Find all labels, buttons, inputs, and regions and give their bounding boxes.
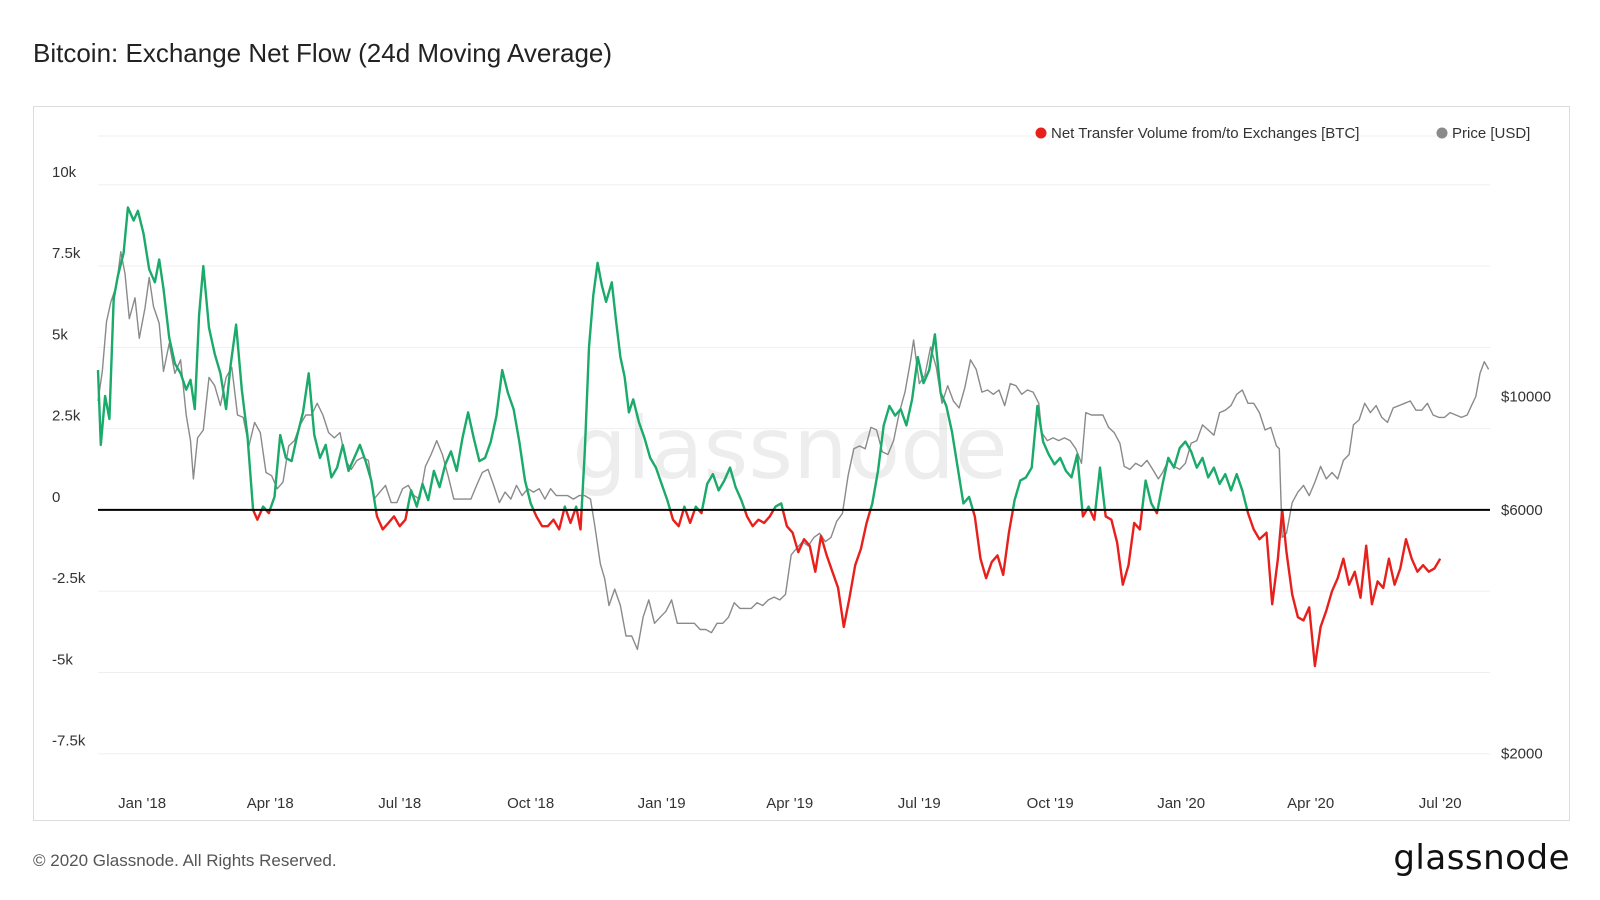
legend-price-label: Price [USD] <box>1452 125 1530 142</box>
right-tick-label: $6000 <box>1501 502 1543 519</box>
legend-item-net-flow[interactable]: Net Transfer Volume from/to Exchanges [B… <box>1035 125 1360 142</box>
net-flow-series <box>96 206 1442 668</box>
net-flow-negative-segment <box>669 509 685 528</box>
footer-logo[interactable]: glassnode <box>1393 838 1570 878</box>
left-tick-label: 5k <box>52 326 68 343</box>
net-flow-negative-segment <box>1153 509 1159 515</box>
net-flow-positive-segment <box>693 505 700 511</box>
net-flow-negative-segment <box>575 509 583 531</box>
net-flow-negative-segment <box>697 509 704 515</box>
net-flow-negative-segment <box>265 509 272 515</box>
net-flow-negative-segment <box>684 509 696 525</box>
x-tick-label: Jan '20 <box>1157 795 1205 812</box>
left-axis: 10k 7.5k 5k 2.5k 0 -2.5k -5k -7.5k <box>52 164 86 750</box>
net-flow-negative-segment <box>532 509 566 531</box>
net-flow-positive-segment <box>869 333 975 511</box>
net-flow-negative-segment <box>1246 509 1284 606</box>
legend-net-flow-marker <box>1035 127 1047 139</box>
x-tick-label: Jan '19 <box>638 795 686 812</box>
left-tick-label: 7.5k <box>52 245 81 262</box>
net-flow-negative-segment <box>1081 509 1088 518</box>
x-tick-label: Jul '20 <box>1419 795 1462 812</box>
left-tick-label: -5k <box>52 651 73 668</box>
x-tick-label: Jul '19 <box>898 795 941 812</box>
right-axis: $10000 $6000 $2000 <box>1501 389 1551 763</box>
net-flow-positive-segment <box>562 505 568 511</box>
x-tick-label: Jan '18 <box>118 795 166 812</box>
net-flow-positive-segment <box>573 505 578 511</box>
net-flow-negative-segment <box>564 509 577 525</box>
net-flow-positive-segment <box>268 372 378 511</box>
net-flow-negative-segment <box>1103 509 1144 586</box>
net-flow-positive-segment <box>1011 404 1084 511</box>
net-flow-negative-segment <box>1281 509 1442 668</box>
grid-lines <box>98 135 1490 755</box>
x-tick-label: Oct '19 <box>1027 795 1074 812</box>
price-line <box>97 250 1490 651</box>
legend-price-marker <box>1436 127 1448 139</box>
legend-net-flow-label: Net Transfer Volume from/to Exchanges [B… <box>1051 125 1359 142</box>
right-tick-label: $10000 <box>1501 389 1551 406</box>
right-tick-label: $2000 <box>1501 746 1543 763</box>
net-flow-positive-segment <box>406 368 535 511</box>
x-tick-label: Apr '19 <box>766 795 813 812</box>
left-tick-label: 0 <box>52 489 60 506</box>
left-tick-label: 10k <box>52 164 77 181</box>
net-flow-positive-segment <box>96 206 255 510</box>
net-flow-positive-segment <box>772 502 784 511</box>
left-tick-label: 2.5k <box>52 408 81 425</box>
net-flow-positive-segment <box>700 466 746 511</box>
price-series <box>97 250 1490 651</box>
legend-item-price[interactable]: Price [USD] <box>1436 125 1531 142</box>
net-flow-negative-segment <box>1088 509 1097 521</box>
net-flow-negative-segment <box>374 509 409 531</box>
left-tick-label: -2.5k <box>52 570 86 587</box>
x-tick-label: Apr '18 <box>247 795 294 812</box>
net-flow-positive-segment <box>1094 466 1107 511</box>
net-flow-negative-segment <box>743 509 775 528</box>
x-tick-label: Oct '18 <box>507 795 554 812</box>
x-tick-label: Apr '20 <box>1287 795 1334 812</box>
net-flow-negative-segment <box>971 509 1015 580</box>
net-flow-negative-segment <box>252 509 263 521</box>
x-tick-label: Jul '18 <box>378 795 421 812</box>
x-axis: Jan '18 Apr '18 Jul '18 Oct '18 Jan '19 Apr '… <box>118 795 1461 812</box>
footer-copyright: © 2020 Glassnode. All Rights Reserved. <box>33 851 337 870</box>
net-flow-positive-segment <box>260 505 267 511</box>
chart-panel <box>33 106 1570 821</box>
left-tick-label: -7.5k <box>52 733 86 750</box>
chart-title: Bitcoin: Exchange Net Flow (24d Moving A… <box>33 38 613 68</box>
net-flow-negative-segment <box>781 509 872 629</box>
net-flow-positive-segment <box>1156 440 1249 511</box>
net-flow-positive-segment <box>580 261 672 511</box>
net-flow-positive-segment <box>1140 479 1157 511</box>
net-flow-positive-segment <box>1085 505 1092 511</box>
watermark: glassnode <box>572 399 1007 499</box>
net-flow-positive-segment <box>682 505 687 511</box>
legend: Net Transfer Volume from/to Exchanges [B… <box>1035 125 1531 142</box>
